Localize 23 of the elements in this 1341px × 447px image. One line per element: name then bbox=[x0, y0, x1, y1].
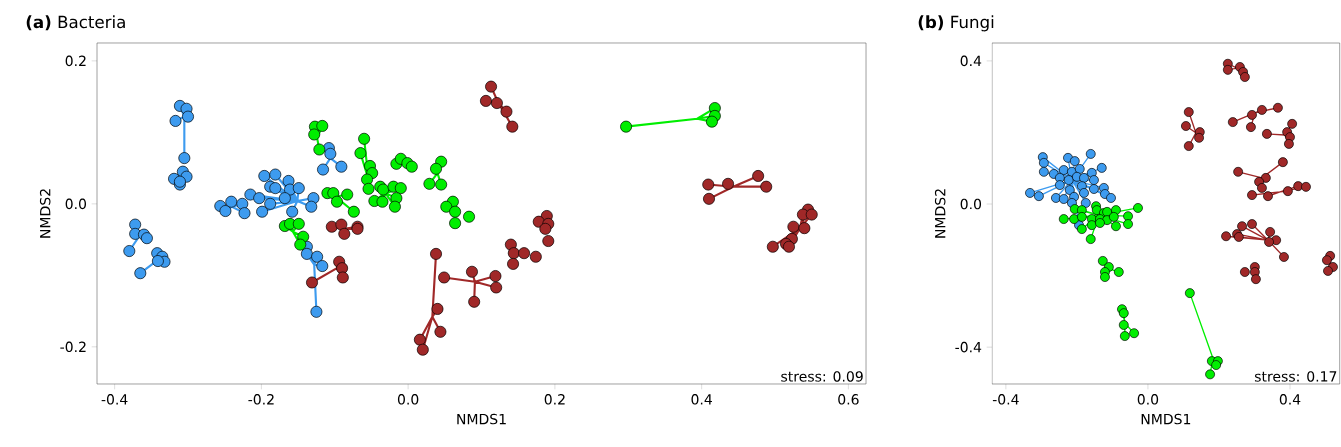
y-tick-label: 0.0 bbox=[960, 198, 982, 210]
annotation: stress: 0.09 bbox=[781, 371, 863, 382]
annotation: stress: 0.17 bbox=[1254, 371, 1337, 382]
y-tick-label: 0.2 bbox=[65, 55, 86, 67]
x-tick-label: 0.6 bbox=[838, 394, 859, 405]
x-axis-title: NMDS1 bbox=[457, 413, 506, 425]
chart-title: (a) Bacteria bbox=[26, 15, 125, 31]
y-axis-title: NMDS2 bbox=[934, 189, 946, 238]
y-axis-title: NMDS2 bbox=[39, 189, 51, 238]
x-tick-label: 0.2 bbox=[544, 394, 565, 405]
y-tick-label: 0.0 bbox=[65, 198, 87, 210]
x-tick-label: 0.4 bbox=[691, 394, 712, 405]
x-tick-label: 0.0 bbox=[397, 394, 419, 405]
x-tick-label: -0.4 bbox=[992, 394, 1019, 405]
x-tick-label: 0.0 bbox=[1137, 394, 1159, 405]
x-tick-label: 0.4 bbox=[1279, 394, 1301, 405]
y-tick-label: 0.4 bbox=[960, 55, 982, 67]
x-tick-label: -0.2 bbox=[248, 394, 274, 405]
y-tick-label: -0.2 bbox=[60, 341, 86, 353]
x-tick-label: -0.4 bbox=[101, 394, 128, 405]
y-tick-label: -0.4 bbox=[955, 341, 982, 353]
chart-title: (b) Fungi bbox=[918, 15, 994, 32]
x-axis-title: NMDS1 bbox=[1141, 413, 1191, 425]
